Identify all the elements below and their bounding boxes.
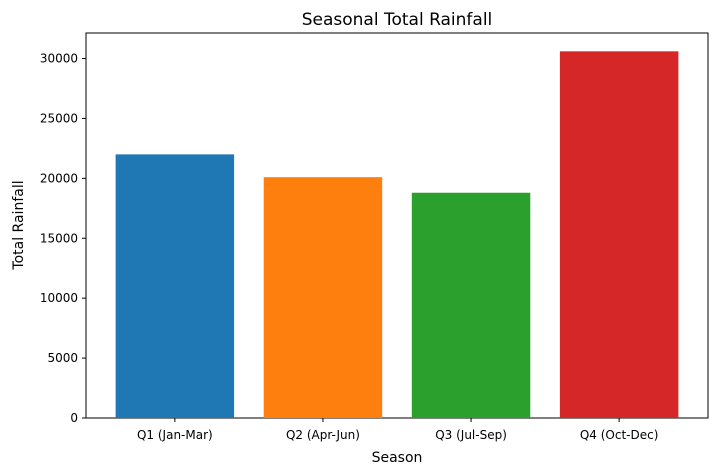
plot-area-frame <box>85 32 709 419</box>
y-tick-label: 5000 <box>47 351 78 365</box>
chart-title: Seasonal Total Rainfall <box>302 10 493 30</box>
y-tick-label: 0 <box>70 411 78 425</box>
x-tick-label: Q2 (Apr-Jun) <box>286 428 360 442</box>
x-tick-label: Q1 (Jan-Mar) <box>137 428 213 442</box>
bar-1 <box>115 154 235 418</box>
y-tick-label: 30000 <box>40 52 78 66</box>
y-axis-label: Total Rainfall <box>11 180 27 270</box>
bars-group <box>115 51 679 418</box>
x-tick-label: Q3 (Jul-Sep) <box>435 428 507 442</box>
bar-2 <box>263 177 383 418</box>
y-tick-label: 10000 <box>40 291 78 305</box>
y-tick-label: 15000 <box>40 231 78 245</box>
bar-4 <box>559 51 679 418</box>
y-axis-ticks: 0 5000 10000 15000 20000 25000 30000 <box>40 52 86 425</box>
y-tick-label: 25000 <box>40 111 78 125</box>
x-tick-label: Q4 (Oct-Dec) <box>580 428 659 442</box>
x-axis-ticks: Q1 (Jan-Mar) Q2 (Apr-Jun) Q3 (Jul-Sep) Q4 (… <box>137 418 658 442</box>
bar-3 <box>411 192 531 418</box>
y-tick-label: 20000 <box>40 171 78 185</box>
x-axis-label: Season <box>372 450 423 466</box>
